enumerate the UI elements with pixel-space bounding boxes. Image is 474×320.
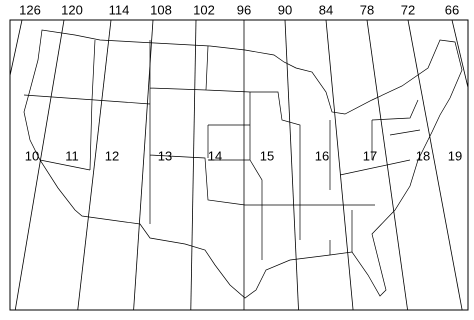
meridian-line <box>366 20 408 310</box>
meridian-label: 66 <box>445 2 459 17</box>
zone-label: 18 <box>416 148 430 163</box>
zone-label: 17 <box>363 148 377 163</box>
meridian-label: 108 <box>150 2 172 17</box>
zone-label: 10 <box>25 148 39 163</box>
zone-label: 15 <box>260 148 274 163</box>
zone-label: 14 <box>208 148 222 163</box>
meridian-line <box>77 20 112 310</box>
map-frame <box>9 19 469 311</box>
meridian-label: 78 <box>360 2 374 17</box>
meridian-line <box>133 20 154 310</box>
meridian-label: 126 <box>19 2 41 17</box>
zone-label: 16 <box>315 148 329 163</box>
zone-label: 11 <box>65 148 79 163</box>
meridian-label: 84 <box>319 2 333 17</box>
meridian-line <box>451 20 468 90</box>
meridian-label: 120 <box>61 2 83 17</box>
meridian-label: 72 <box>401 2 415 17</box>
zone-label: 19 <box>448 148 462 163</box>
meridian-line <box>14 20 65 310</box>
us-outline <box>23 29 463 299</box>
meridian-line <box>407 20 463 310</box>
zone-label: 13 <box>158 148 172 163</box>
zone-label: 12 <box>105 148 119 163</box>
meridian-label: 102 <box>193 2 215 17</box>
meridian-label: 96 <box>237 2 251 17</box>
meridian-line <box>284 20 299 310</box>
meridian-line <box>325 20 354 310</box>
meridian-label: 90 <box>278 2 292 17</box>
meridian-line <box>10 20 23 78</box>
meridian-label: 114 <box>109 2 130 17</box>
meridian-line <box>190 20 197 310</box>
